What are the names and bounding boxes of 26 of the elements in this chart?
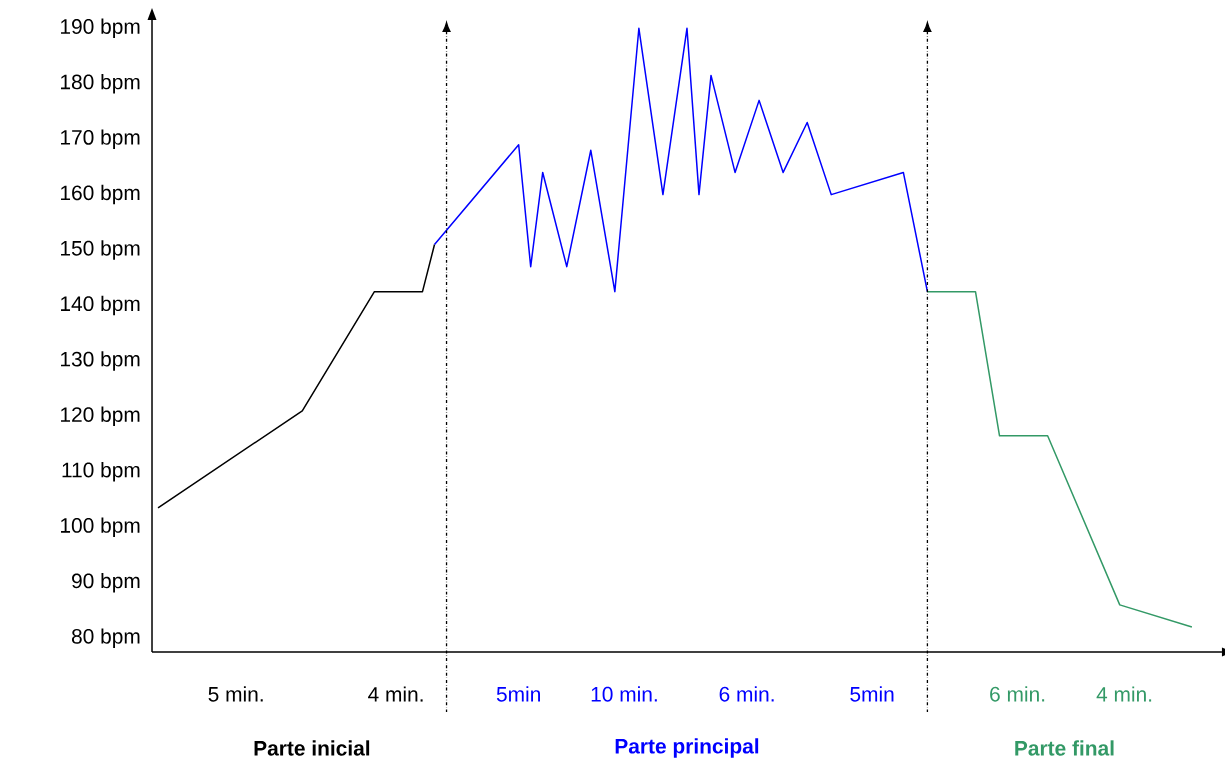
line-series (926, 290, 1193, 628)
y-tick-label: 130 bpm (61, 351, 140, 371)
y-tick-label: 100 bpm (61, 517, 140, 537)
y-tick-label: 190 bpm (61, 18, 140, 39)
text: 10 min. (591, 686, 657, 702)
text: 4 min. (1096, 686, 1152, 702)
y-tick-label: 110 bpm (62, 462, 140, 482)
line-series (157, 243, 436, 509)
text: Parte inicial (254, 740, 370, 756)
y-tick-label: 160 bpm (61, 184, 140, 205)
line-series (433, 27, 929, 293)
y-tick-label: 180 bpm (61, 73, 140, 94)
text: Parte final (1015, 740, 1114, 756)
y-tick-label: 170 bpm (61, 129, 140, 149)
text: Parte principal (615, 738, 759, 758)
text: 5min (496, 686, 540, 702)
y-tick-label: 150 bpm (61, 240, 140, 260)
text: 5min (850, 686, 894, 702)
text: 6 min. (990, 686, 1045, 702)
y-tick-label: 140 bpm (61, 295, 140, 316)
y-tick-label: 120 bpm (61, 406, 140, 427)
text: 5 min. (208, 686, 263, 702)
text: 4 min. (368, 686, 423, 702)
y-tick-label: 80 bpm (71, 628, 140, 648)
y-tick-label: 90 bpm (72, 572, 140, 593)
text: 6 min. (719, 686, 774, 702)
